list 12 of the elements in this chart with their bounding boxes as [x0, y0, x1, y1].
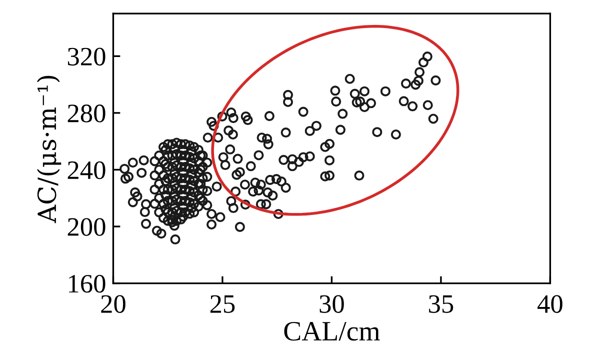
x-tick-label: 20 — [101, 295, 126, 313]
x-axis-title: CAL/cm — [284, 322, 380, 341]
y-axis-title: AC/(μs·m⁻¹) — [36, 76, 62, 224]
x-tick-label: 30 — [320, 295, 344, 313]
y-tick-label: 160 — [69, 274, 106, 293]
y-tick-label: 240 — [68, 161, 106, 180]
x-tick-label: 35 — [429, 295, 454, 313]
y-tick-label: 280 — [68, 104, 106, 122]
x-tick-label: 40 — [538, 295, 562, 313]
x-tick-label: 25 — [210, 295, 235, 313]
y-tick-label: 200 — [68, 218, 106, 236]
y-tick-label: 320 — [68, 48, 106, 66]
